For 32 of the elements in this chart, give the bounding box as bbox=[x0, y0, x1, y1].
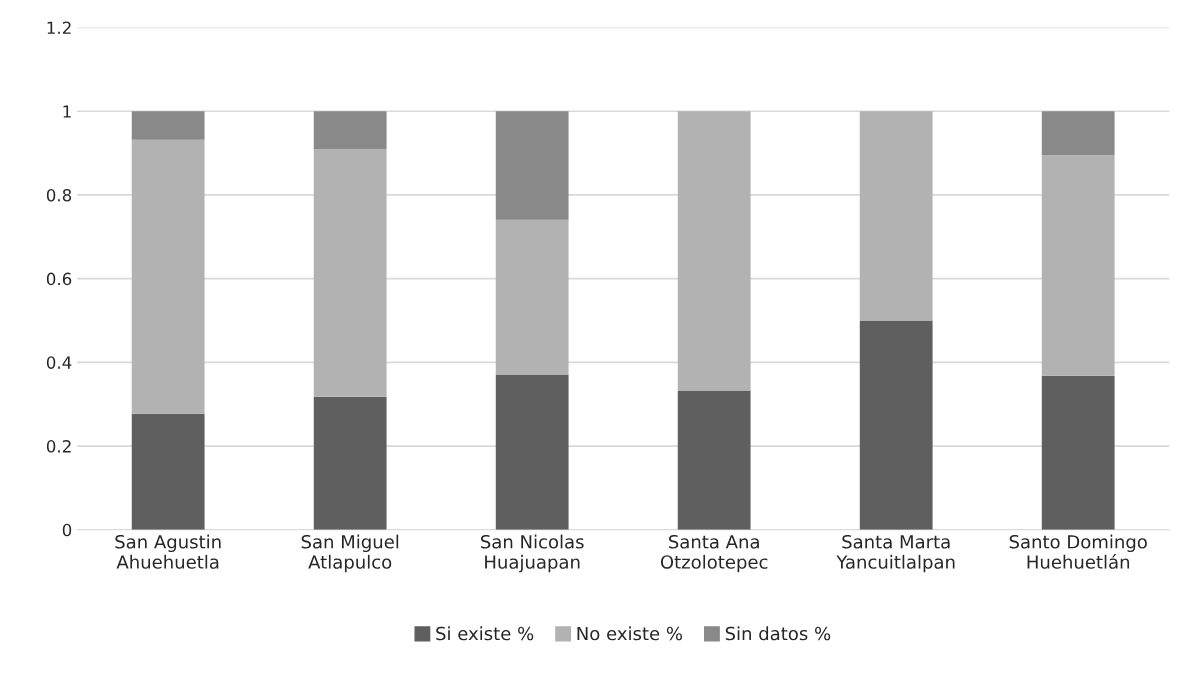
bar bbox=[677, 111, 751, 391]
bar bbox=[1041, 111, 1115, 156]
bar bbox=[313, 396, 387, 530]
bar bbox=[313, 149, 387, 397]
bar bbox=[1041, 375, 1115, 530]
bar bbox=[495, 374, 569, 530]
bar bbox=[131, 413, 205, 530]
bar bbox=[131, 139, 205, 414]
y-tick-label: 0.2 bbox=[46, 440, 71, 453]
legend-label: Si existe % bbox=[436, 626, 534, 641]
bar bbox=[1041, 155, 1115, 376]
x-tick-label: San Nicolas Huajuapan bbox=[481, 534, 584, 573]
bar bbox=[131, 111, 205, 140]
x-tick-label: Santa Ana Otzolotepec bbox=[660, 534, 768, 573]
x-tick-label: Santo Domingo Huehuetlán bbox=[1009, 534, 1147, 569]
bar bbox=[495, 219, 569, 375]
bar bbox=[313, 111, 387, 150]
y-tick-label: 0.6 bbox=[46, 272, 72, 286]
bar bbox=[859, 320, 933, 530]
y-tick-label: 1 bbox=[63, 105, 71, 118]
x-tick-label: San Agustin Ahuehuetla bbox=[115, 534, 221, 569]
y-tick-label: 0.8 bbox=[46, 188, 72, 202]
x-tick-label: San Miguel Atlapulco bbox=[301, 534, 399, 573]
legend-label: Sin datos % bbox=[725, 626, 831, 641]
bar bbox=[495, 111, 569, 220]
bar bbox=[677, 390, 751, 530]
y-tick-label: 0.4 bbox=[46, 356, 72, 369]
x-tick-label: Santa Marta Yancuitlalpan bbox=[836, 534, 955, 573]
y-tick-label: 1.2 bbox=[47, 21, 71, 34]
y-tick-label: 0 bbox=[62, 523, 72, 537]
bar bbox=[859, 111, 933, 321]
legend-label: No existe % bbox=[577, 626, 683, 641]
